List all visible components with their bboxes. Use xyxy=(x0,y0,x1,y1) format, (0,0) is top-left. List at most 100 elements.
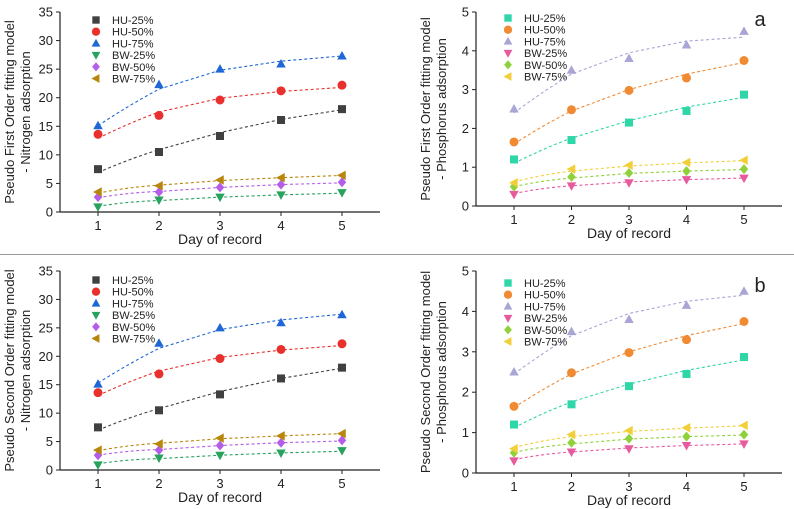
data-point xyxy=(625,118,633,127)
legend-label: BW-25% xyxy=(112,310,155,322)
data-point xyxy=(625,382,633,391)
data-point xyxy=(215,440,225,451)
legend-label: BW-50% xyxy=(112,62,155,74)
panel-label: b xyxy=(754,275,765,297)
data-point xyxy=(682,335,691,345)
series-bw-75pct xyxy=(93,428,346,455)
data-point xyxy=(566,326,577,336)
data-point xyxy=(337,189,347,198)
legend-marker xyxy=(91,51,101,60)
data-point xyxy=(509,457,519,466)
data-point xyxy=(215,322,225,332)
data-point xyxy=(276,172,285,183)
data-point xyxy=(93,379,103,388)
chart-panel-2: 0 1 2 3 4 5 1 2 3 4 5 Day of record Pseudo First Ord… xyxy=(418,5,782,241)
data-point xyxy=(739,164,749,175)
data-point xyxy=(624,425,633,436)
y-tick-label: 15 xyxy=(39,119,53,134)
data-point xyxy=(337,309,347,319)
legend-marker xyxy=(91,27,101,36)
y-tick-label: 4 xyxy=(462,304,469,319)
y-axis-label-line: - Phosphorus adsorption xyxy=(434,38,449,180)
data-point xyxy=(509,401,519,411)
data-point xyxy=(567,400,576,409)
series-hu-50pct xyxy=(93,339,347,398)
data-point xyxy=(682,166,691,177)
data-point xyxy=(681,300,692,309)
data-point xyxy=(154,110,164,120)
data-point xyxy=(93,187,102,197)
data-point xyxy=(681,157,691,168)
y-tick-label: 3 xyxy=(462,344,469,359)
chart-panel-3: 0 5 10 15 20 25 30 35 1 2 3 4 5 Day of record Pseudo S… xyxy=(2,264,380,505)
data-point xyxy=(509,367,519,376)
data-point xyxy=(509,137,519,147)
legend-marker xyxy=(504,14,512,22)
fit-line xyxy=(513,359,745,429)
legend-marker xyxy=(503,25,513,34)
data-point xyxy=(739,56,749,65)
data-point xyxy=(566,65,577,74)
data-point xyxy=(567,368,576,378)
data-point xyxy=(93,445,102,455)
y-tick-label: 5 xyxy=(462,5,469,20)
data-point xyxy=(337,80,347,90)
data-point xyxy=(739,286,749,295)
y-tick-label: 0 xyxy=(462,466,469,481)
data-point xyxy=(337,447,347,456)
chart-panel-1: 0 5 10 15 20 25 30 35 1 2 3 4 5 Day of record Pseudo F… xyxy=(2,5,380,247)
data-point xyxy=(154,338,164,347)
y-tick-label: 10 xyxy=(39,147,53,162)
data-point xyxy=(276,191,286,200)
series-hu-50pct xyxy=(509,317,749,411)
fit-line xyxy=(97,367,343,431)
x-tick-label: 2 xyxy=(155,476,162,491)
x-axis-label: Day of record xyxy=(587,492,671,508)
legend-label: BW-75% xyxy=(524,337,567,349)
legend-marker xyxy=(91,334,100,343)
legend-marker xyxy=(503,36,513,45)
legend-marker xyxy=(504,325,512,335)
x-tick-label: 3 xyxy=(625,212,632,227)
legend-marker xyxy=(91,298,101,307)
data-point xyxy=(566,448,577,457)
series-hu-25pct xyxy=(94,105,346,174)
x-tick-label: 5 xyxy=(740,212,747,227)
fit-line xyxy=(97,109,343,174)
x-tick-label: 4 xyxy=(277,218,284,233)
x-tick-label: 1 xyxy=(510,479,517,494)
fit-line xyxy=(97,86,343,139)
data-point xyxy=(276,437,286,448)
y-tick-label: 10 xyxy=(39,406,53,421)
y-tick-label: 0 xyxy=(46,205,53,220)
y-tick-label: 1 xyxy=(462,425,469,440)
legend-label: BW-75% xyxy=(524,72,567,84)
data-point xyxy=(682,370,691,379)
data-point xyxy=(624,445,634,454)
data-point xyxy=(567,171,576,182)
data-point xyxy=(276,431,285,441)
series-hu-50pct xyxy=(93,80,347,139)
legend-marker xyxy=(91,74,100,83)
data-point xyxy=(276,344,286,354)
legend: HU-25%HU-50%HU-75%BW-25%BW-50%BW-75% xyxy=(503,278,567,349)
y-tick-label: 5 xyxy=(462,264,469,279)
legend-label: BW-25% xyxy=(524,313,567,325)
legend-marker xyxy=(503,301,513,310)
data-point xyxy=(567,437,576,448)
legend-label: HU-25% xyxy=(524,278,566,290)
data-point xyxy=(509,190,519,200)
data-point xyxy=(739,440,749,449)
x-axis-label: Day of record xyxy=(178,231,262,247)
data-point xyxy=(739,317,749,326)
series-hu-25pct xyxy=(510,353,748,429)
data-point xyxy=(739,26,749,35)
data-point xyxy=(93,129,103,139)
series-bw-25pct xyxy=(93,447,347,470)
data-point xyxy=(739,174,749,184)
series-bw-25pct xyxy=(509,440,749,466)
data-point xyxy=(567,136,576,145)
data-point xyxy=(215,175,224,185)
series-bw-75pct xyxy=(93,170,346,197)
data-point xyxy=(566,429,576,440)
